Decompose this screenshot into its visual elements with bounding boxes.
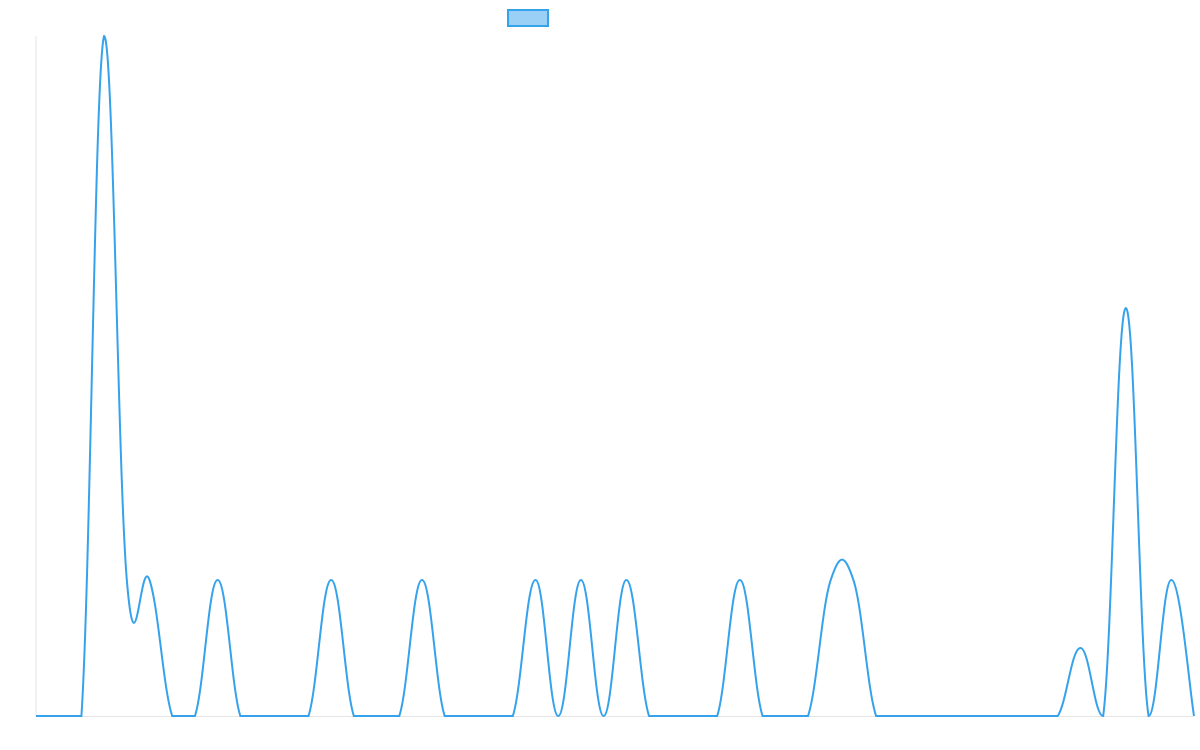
legend-swatch[interactable] xyxy=(507,9,549,27)
data-line xyxy=(36,34,1195,718)
